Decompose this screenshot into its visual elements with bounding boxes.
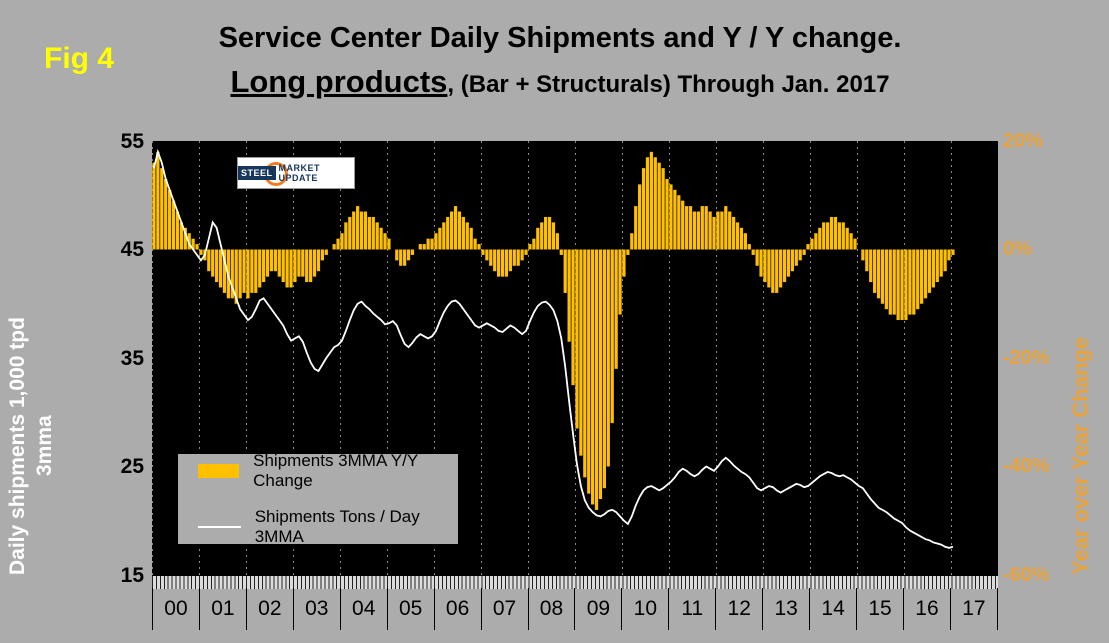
- left-axis-tick-25: 25: [120, 455, 144, 478]
- legend-bar-swatch: [198, 464, 240, 478]
- x-axis-label-12: 12: [715, 588, 762, 630]
- x-axis-label-05: 05: [386, 588, 434, 630]
- x-axis-label-11: 11: [668, 588, 715, 630]
- legend-bar-label: Shipments 3MMA Y/Y Change: [253, 451, 418, 490]
- shipments-line: [153, 148, 954, 549]
- right-axis-tick-20: 20%: [1003, 130, 1044, 152]
- left-axis-tick-35: 35: [120, 347, 144, 370]
- legend-entry-bars: Shipments 3MMA Y/Y Change: [198, 451, 458, 491]
- x-axis-label-07: 07: [480, 588, 528, 630]
- x-axis-label-00: 00: [152, 588, 199, 630]
- left-axis-title-line1: Daily shipments 1,000 tpd: [6, 317, 29, 575]
- steel-market-update-logo: STEEL MARKET UPDATE: [237, 157, 355, 189]
- left-axis-tick-55: 55: [120, 130, 144, 153]
- x-axis-label-03: 03: [292, 588, 340, 630]
- x-axis-label-04: 04: [339, 588, 387, 630]
- x-axis-label-13: 13: [762, 588, 809, 630]
- right-axis-tick-neg40: -40%: [1003, 455, 1050, 477]
- figure-number: Fig 4: [44, 42, 115, 75]
- chart-subtitle-rest: , (Bar + Structurals) Through Jan. 2017: [447, 71, 890, 98]
- left-axis-title-line2: 3mma: [33, 415, 56, 477]
- x-axis-label-08: 08: [527, 588, 575, 630]
- logo-word-steel: STEEL: [238, 166, 276, 180]
- x-axis-label-15: 15: [856, 588, 903, 630]
- left-axis-tick-15: 15: [120, 564, 144, 587]
- chart-title-line2: Long products, (Bar + Structurals) Throu…: [60, 64, 1060, 100]
- plot-area: STEEL MARKET UPDATE Shipments 3MMA Y/Y C…: [152, 141, 998, 575]
- x-axis-label-17: 17: [949, 588, 998, 630]
- right-axis-tick-0: 0%: [1003, 238, 1032, 260]
- legend: Shipments 3MMA Y/Y Change Shipments Tons…: [177, 451, 459, 547]
- right-axis-tick-neg60: -60%: [1003, 564, 1050, 586]
- x-axis-label-10: 10: [621, 588, 668, 630]
- legend-entry-line: Shipments Tons / Day 3MMA: [198, 507, 458, 547]
- x-axis-tick-ruler: [152, 575, 998, 589]
- x-axis-label-01: 01: [198, 588, 246, 630]
- x-axis-label-06: 06: [433, 588, 481, 630]
- legend-line-label: Shipments Tons / Day 3MMA: [254, 507, 420, 546]
- logo-word-market-update: MARKET UPDATE: [278, 163, 321, 183]
- x-axis-label-16: 16: [903, 588, 950, 630]
- chart-subtitle-emphasis: Long products: [230, 64, 448, 99]
- right-axis-title: Year over Year Change: [1068, 336, 1093, 575]
- chart-title-line1: Service Center Daily Shipments and Y / Y…: [218, 22, 902, 54]
- yoy-change-bars: [152, 151, 955, 510]
- left-axis-tick-45: 45: [120, 238, 144, 261]
- right-axis-tick-neg20: -20%: [1003, 347, 1050, 369]
- legend-line-swatch: [198, 526, 241, 528]
- x-axis-label-09: 09: [574, 588, 621, 630]
- x-axis-labels: 00 01 02 03 04 05 06 07 08 09 10 11 12 13 14 15 16 17: [152, 588, 998, 630]
- left-axis-title: Daily shipments 1,000 tpd 3mma: [4, 141, 58, 575]
- x-axis-label-14: 14: [809, 588, 856, 630]
- x-axis-label-02: 02: [245, 588, 293, 630]
